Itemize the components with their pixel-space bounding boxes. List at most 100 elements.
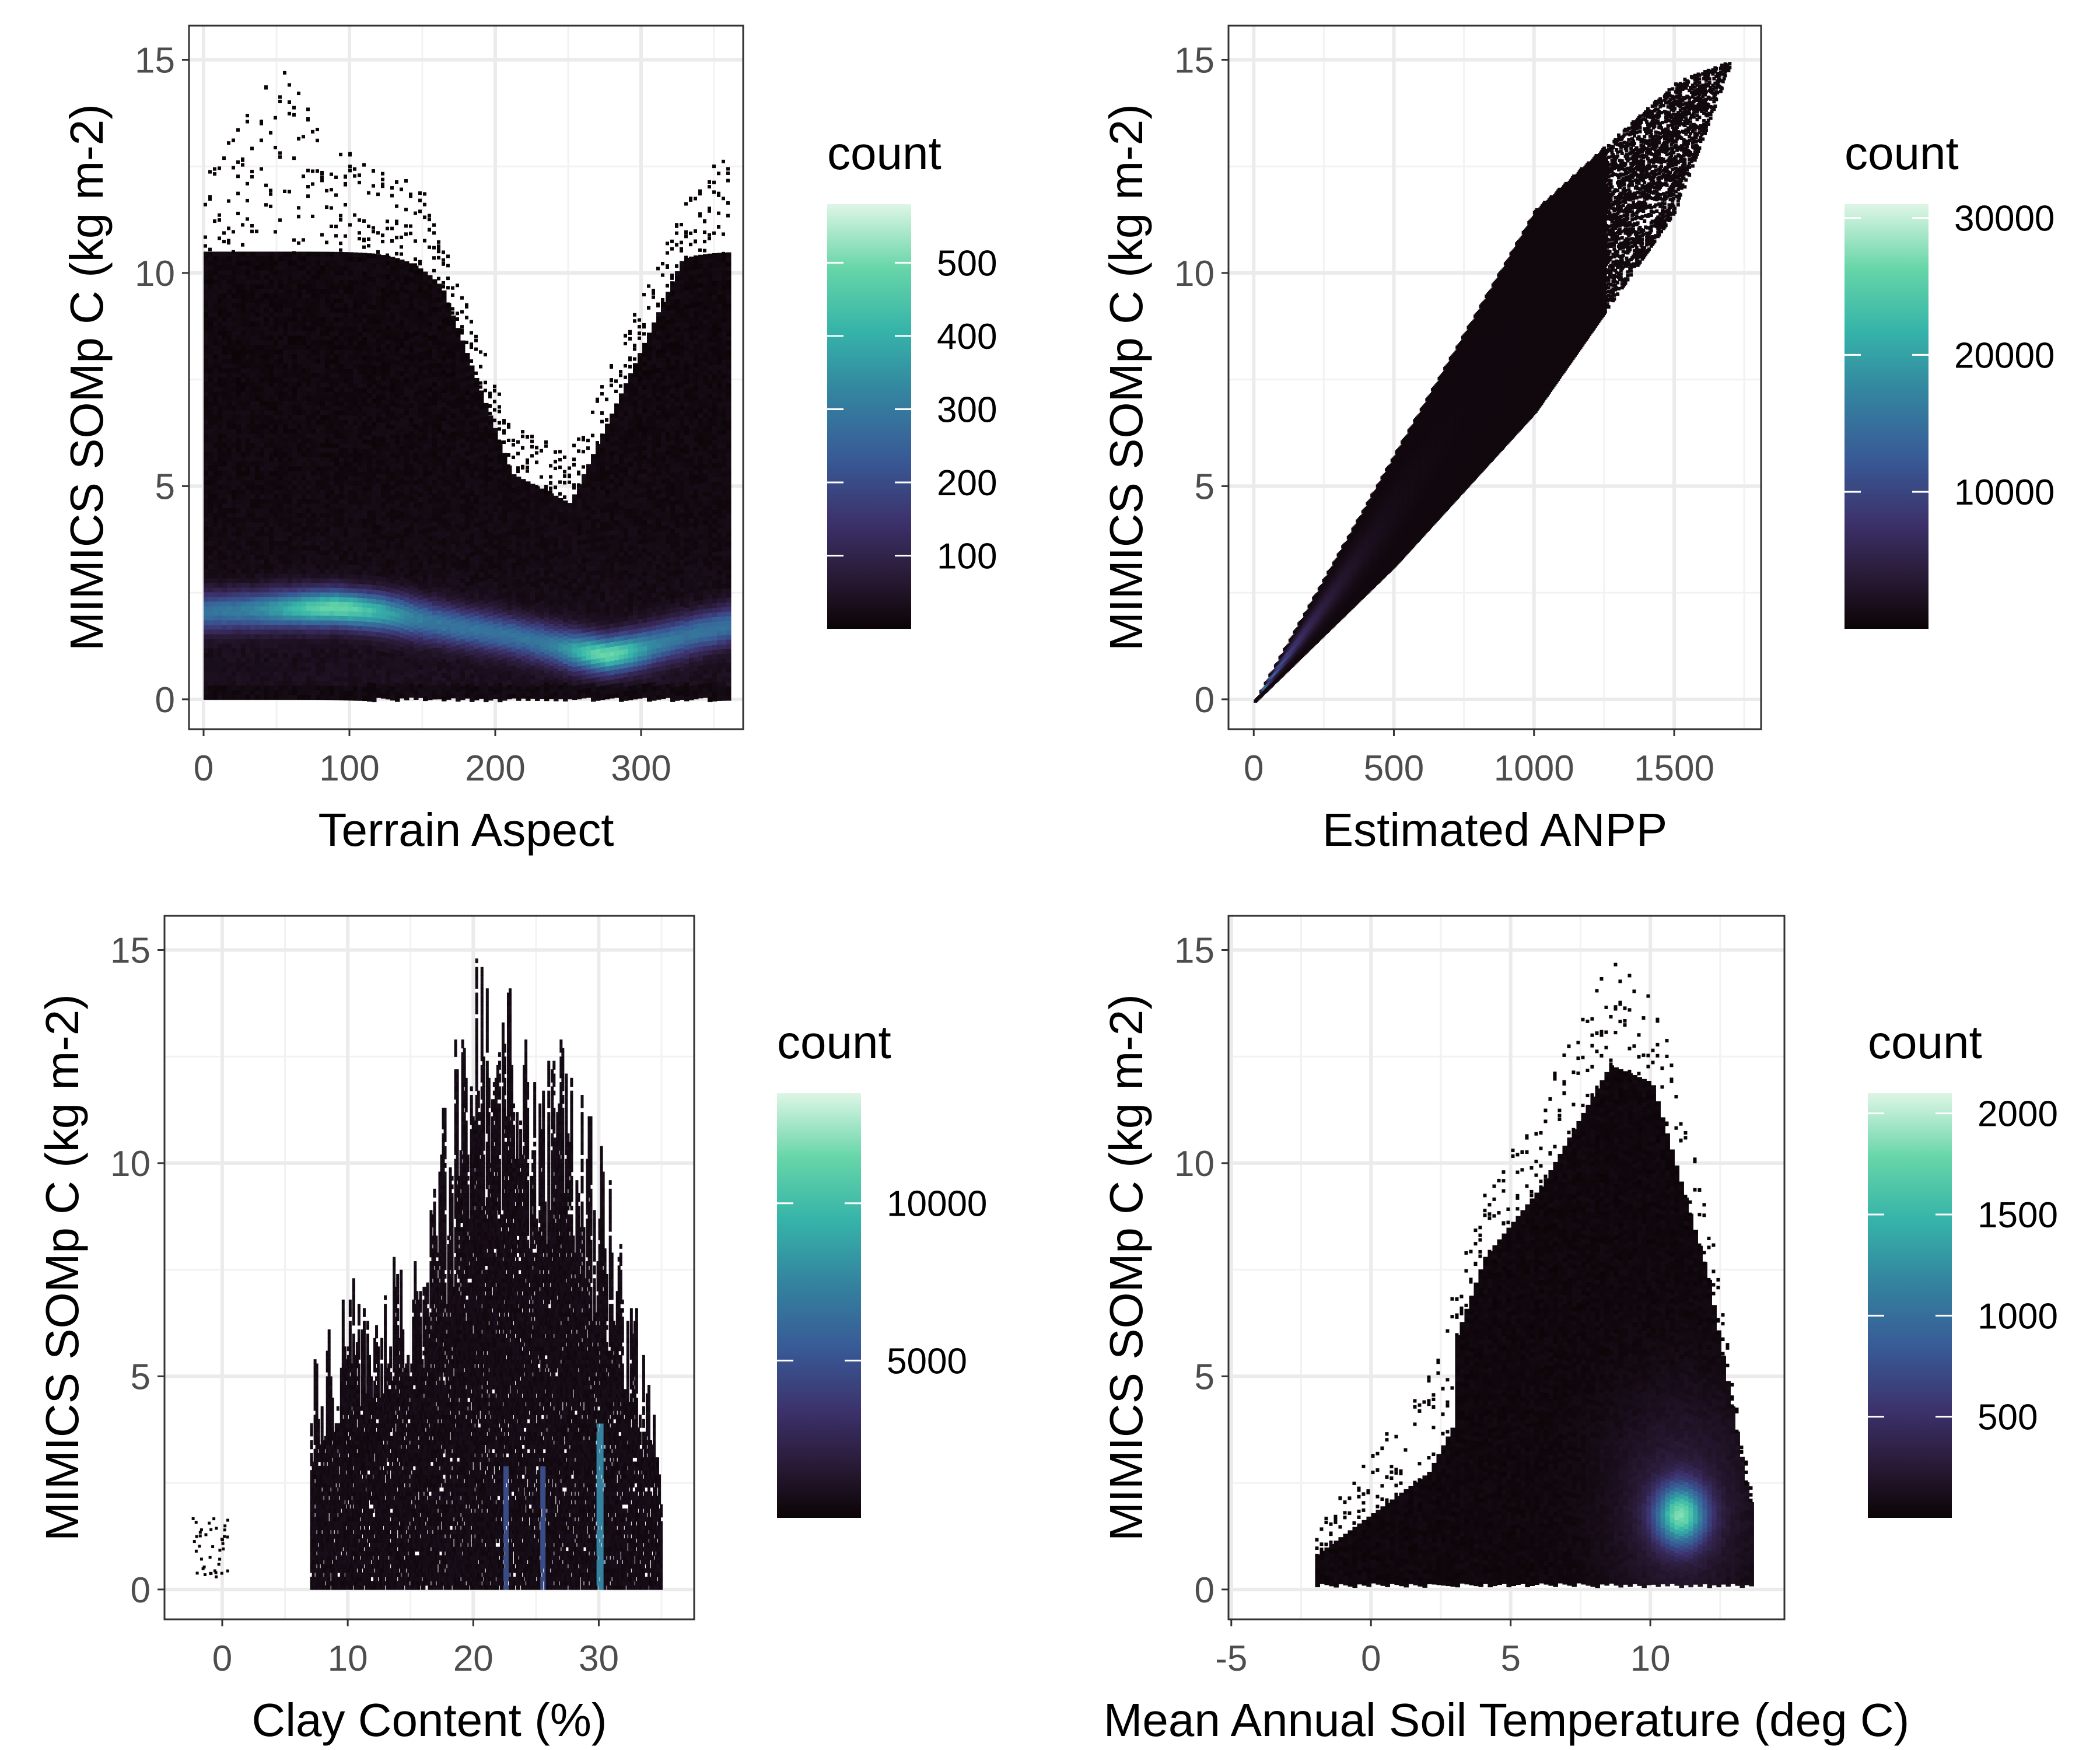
density-cell [330,279,335,285]
density-cell [414,382,419,387]
density-cell [255,503,260,509]
density-cell [311,317,316,322]
density-cell [414,657,419,663]
density-cell [334,625,340,631]
density-cell [227,461,232,467]
density-cell [306,452,312,457]
density-cell [432,302,438,308]
density-cell [218,592,223,597]
density-cell [306,643,312,649]
density-cell [306,695,312,700]
density-cell [255,653,260,658]
density-cell [288,335,293,341]
density-cell [264,550,270,555]
density-cell [414,681,419,686]
density-cell [432,284,438,289]
density-cell [418,408,424,414]
density-cell [274,368,279,373]
density-cell [362,257,368,263]
density-cell [264,485,270,490]
density-cell [222,401,228,406]
density-cell [297,279,302,285]
density-cell [344,490,349,495]
density-cell [297,639,302,644]
density-cell [218,307,223,313]
density-cell [358,231,361,235]
density-cell [250,615,256,621]
density-cell [372,267,377,273]
density-cell [218,387,223,392]
density-cell [339,583,344,589]
density-cell [292,531,298,537]
density-cell [428,382,433,388]
density-cell [325,695,330,701]
density-cell [311,489,316,495]
density-cell [278,485,284,490]
density-cell [241,279,246,285]
density-cell [400,460,405,466]
density-cell [390,504,396,509]
density-cell [381,292,386,298]
density-cell [292,251,296,255]
density-cell [390,686,396,691]
density-cell [372,524,377,530]
density-cell [325,415,330,421]
density-cell [278,657,284,663]
density-cell [418,642,424,647]
density-cell [236,307,242,313]
density-cell [325,443,330,449]
density-cell [353,299,358,304]
density-cell [344,453,349,458]
density-cell [334,193,338,197]
density-cell [255,676,260,681]
density-cell [428,629,433,635]
density-cell [414,559,419,565]
density-cell [381,353,386,358]
density-cell [302,373,307,378]
density-cell [222,443,228,448]
density-cell [213,667,218,672]
density-cell [381,624,386,629]
density-cell [404,471,410,477]
density-cell [376,650,382,656]
density-cell [302,466,307,471]
density-cell [376,683,382,689]
density-cell [404,522,410,528]
density-cell [390,658,396,663]
density-cell [358,365,363,370]
density-cell [381,442,386,447]
density-cell [292,522,298,527]
density-cell [260,312,265,317]
density-cell [400,259,405,265]
density-cell [278,447,284,453]
density-cell [386,592,391,597]
density-cell [204,648,209,653]
density-cell [344,481,349,486]
density-cell [428,531,433,537]
density-cell [390,681,396,687]
density-cell [367,556,372,562]
density-cell [236,555,242,560]
density-cell [423,682,428,688]
density-cell [358,528,363,533]
density-cell [348,485,354,491]
density-cell [339,587,344,593]
density-cell [241,569,246,574]
density-cell [218,317,223,322]
density-cell [241,466,246,471]
density-cell [283,583,288,588]
density-cell [362,245,366,249]
density-cell [376,431,382,437]
density-cell [218,438,223,443]
density-cell [339,485,344,491]
density-cell [288,251,293,257]
density-cell [358,430,363,435]
density-cell [400,539,405,545]
density-cell [250,471,256,476]
density-cell [353,439,358,444]
density-cell [204,639,209,644]
density-cell [367,328,372,333]
density-cell [204,667,209,672]
density-cell [218,681,223,686]
density-cell [264,690,270,695]
